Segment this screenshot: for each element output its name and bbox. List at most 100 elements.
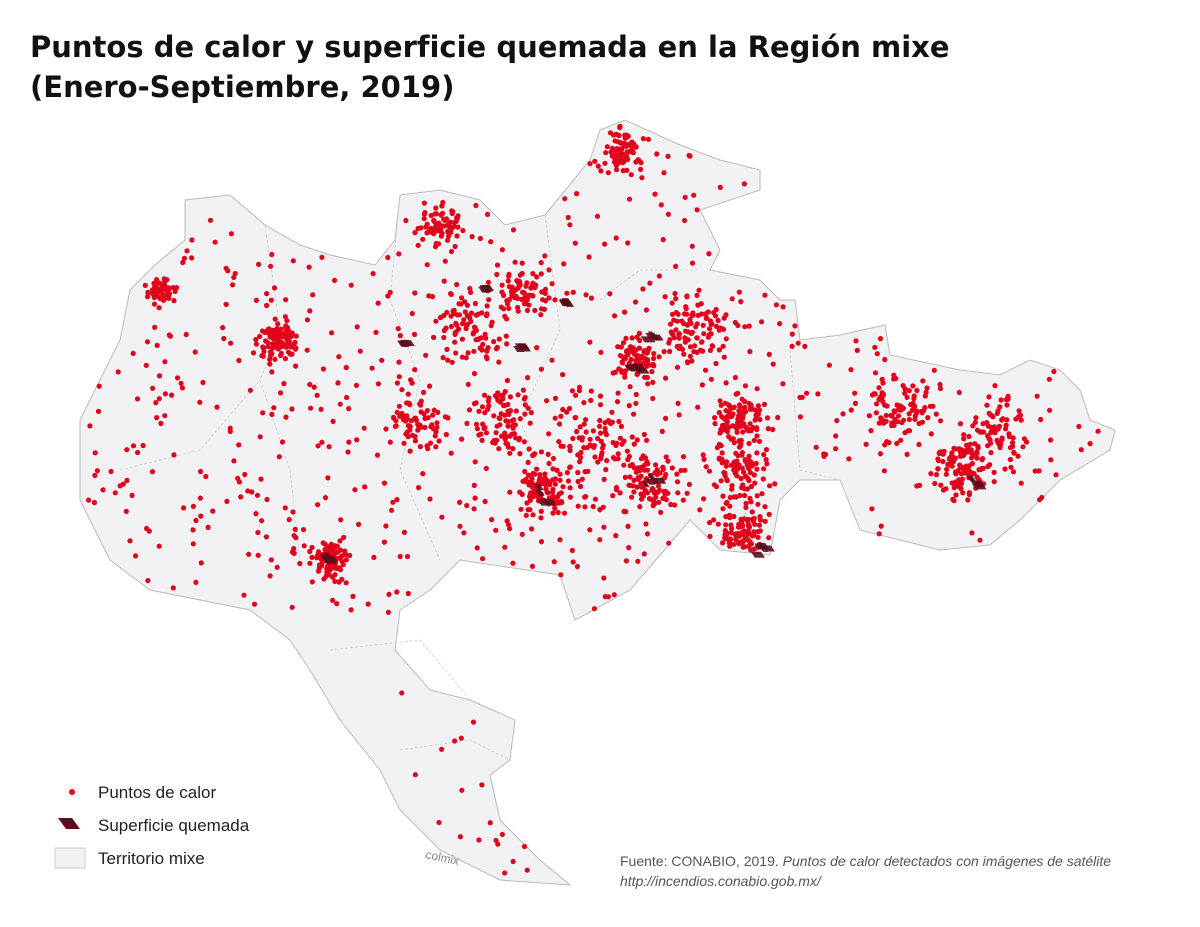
- heat-point: [868, 428, 874, 434]
- heat-point: [726, 402, 732, 408]
- heat-point: [497, 422, 503, 428]
- heat-point: [343, 364, 349, 371]
- heat-point: [454, 215, 460, 221]
- heat-point: [617, 123, 623, 129]
- heat-point: [291, 546, 297, 552]
- heat-point: [283, 323, 289, 329]
- heat-point: [592, 496, 599, 502]
- heat-point: [665, 490, 671, 496]
- heat-point: [976, 476, 982, 482]
- heat-point: [269, 411, 275, 417]
- heat-point: [469, 234, 475, 240]
- heat-point: [717, 398, 723, 404]
- heat-point: [734, 429, 740, 435]
- heat-point: [350, 593, 356, 600]
- heat-point: [421, 216, 427, 222]
- heat-point: [802, 343, 808, 349]
- legend-label: Territorio mixe: [98, 849, 205, 868]
- heat-point: [603, 467, 609, 473]
- heat-point: [876, 531, 882, 537]
- heat-point: [476, 837, 482, 843]
- heat-point: [863, 441, 869, 447]
- heat-point: [290, 509, 296, 515]
- heat-point: [742, 457, 748, 463]
- heat-point: [594, 213, 601, 219]
- heat-point: [274, 334, 280, 340]
- heat-point: [343, 552, 349, 558]
- heat-point: [210, 508, 216, 514]
- heat-point: [956, 446, 962, 452]
- heat-point: [511, 289, 517, 295]
- heat-point: [694, 292, 700, 298]
- heat-point: [746, 323, 752, 329]
- burned-area: [645, 478, 656, 485]
- heat-point: [626, 360, 632, 366]
- heat-point: [525, 459, 531, 465]
- heat-point: [736, 539, 742, 545]
- heat-point: [676, 335, 682, 341]
- heat-point: [765, 426, 771, 432]
- heat-point: [645, 467, 651, 473]
- heat-point: [308, 405, 314, 411]
- heat-point: [546, 460, 552, 467]
- heat-point: [474, 545, 480, 551]
- heat-point: [337, 538, 343, 544]
- heat-point: [766, 351, 772, 357]
- heat-point: [716, 347, 723, 353]
- heat-point: [309, 579, 315, 585]
- heat-point: [394, 380, 400, 386]
- heat-point: [412, 415, 419, 421]
- burned-area: [641, 481, 650, 488]
- heat-point: [556, 421, 563, 427]
- heat-point: [322, 541, 328, 548]
- heat-point: [757, 517, 764, 523]
- heat-point: [394, 409, 400, 415]
- heat-point: [891, 408, 897, 414]
- heat-point: [325, 475, 331, 481]
- heat-point: [432, 244, 439, 250]
- heat-point: [479, 437, 485, 443]
- heat-point: [399, 690, 405, 696]
- heat-point: [309, 544, 315, 551]
- heat-point: [92, 450, 98, 456]
- heat-point: [267, 361, 273, 367]
- heat-point: [852, 390, 858, 396]
- heat-point: [707, 533, 713, 540]
- heat-point: [738, 516, 744, 523]
- heat-point: [381, 539, 387, 545]
- heat-point: [452, 243, 458, 250]
- heat-point: [412, 230, 418, 236]
- heat-point: [956, 389, 962, 396]
- heat-point: [767, 483, 773, 489]
- heat-point: [991, 479, 997, 485]
- heat-point: [473, 421, 480, 427]
- heat-point: [761, 452, 767, 458]
- heat-point: [988, 429, 994, 435]
- heat-point: [641, 551, 647, 557]
- heat-point: [695, 302, 701, 308]
- heat-point: [227, 425, 233, 431]
- heat-point: [472, 325, 478, 331]
- heat-point: [483, 430, 490, 436]
- heat-point: [591, 606, 598, 612]
- heat-point: [505, 401, 511, 408]
- heat-point: [673, 296, 679, 302]
- legend-label: Puntos de calor: [98, 783, 216, 802]
- heat-point: [461, 317, 467, 323]
- heat-point: [706, 468, 713, 474]
- heat-point: [145, 290, 151, 296]
- heat-point: [613, 167, 620, 173]
- heat-point: [738, 441, 744, 447]
- heat-point: [597, 423, 603, 429]
- heat-point: [412, 433, 418, 439]
- heat-point: [230, 282, 236, 288]
- heat-point: [422, 415, 428, 422]
- heat-point: [742, 486, 748, 492]
- heat-point: [416, 485, 422, 491]
- burned-areas: [319, 284, 987, 565]
- heat-point: [451, 307, 457, 313]
- heat-point: [763, 447, 770, 453]
- heat-point: [281, 381, 287, 387]
- heat-point: [454, 322, 460, 328]
- heat-point: [1010, 469, 1017, 475]
